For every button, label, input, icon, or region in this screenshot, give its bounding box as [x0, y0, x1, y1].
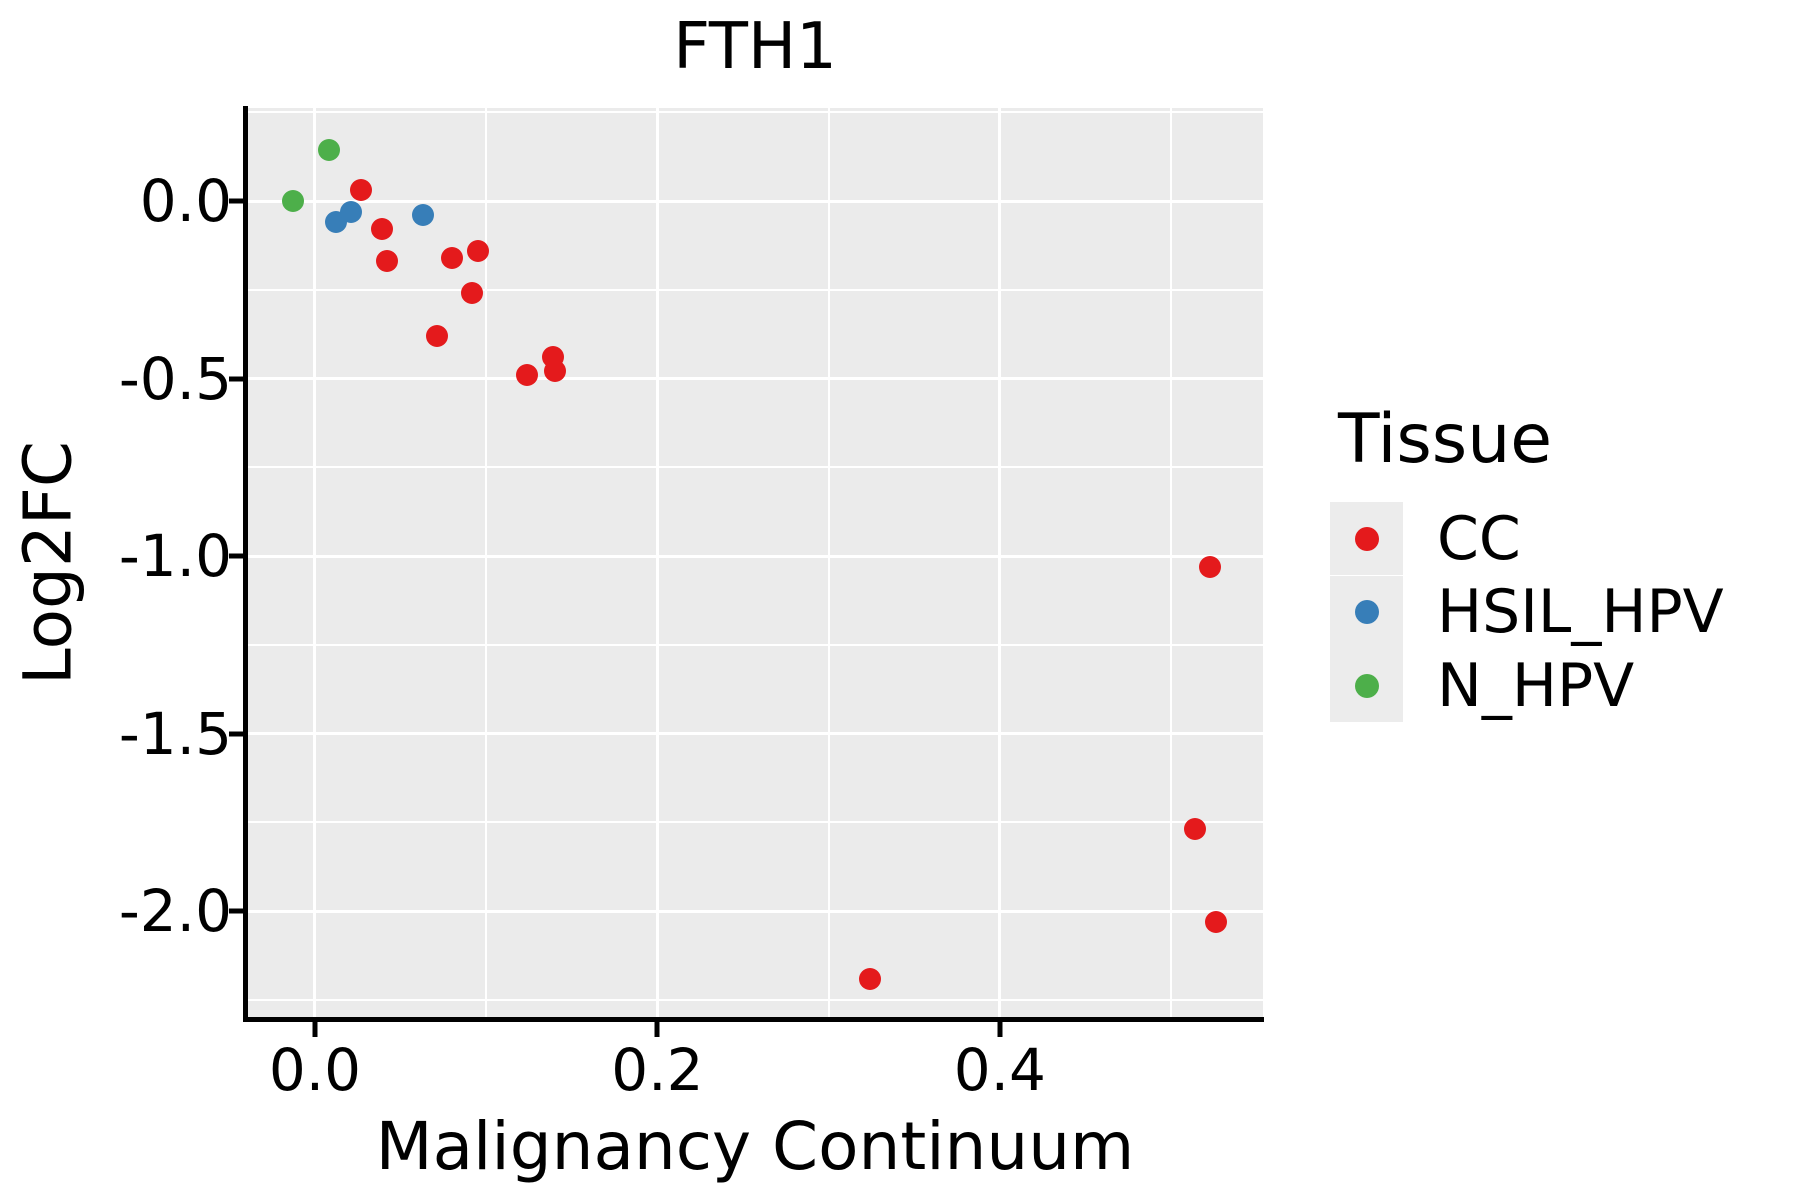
- legend-dot-CC: [1354, 526, 1379, 551]
- y-axis-title: Log2FC: [9, 441, 87, 685]
- minor-gridline-y: [247, 998, 1263, 1001]
- data-point-CC: [375, 250, 398, 273]
- y-tick-label: -1.5: [118, 699, 232, 768]
- major-gridline-x: [998, 108, 1002, 1019]
- data-point-CC: [370, 218, 393, 241]
- data-point-CC: [1184, 818, 1207, 841]
- data-point-HSIL_HPV: [411, 204, 434, 227]
- y-tick-mark: [229, 553, 244, 559]
- plot-title: FTH1: [673, 10, 837, 84]
- y-tick-mark: [229, 376, 244, 382]
- legend: Tissue CC HSIL_HPV N_HPV: [1330, 400, 1790, 740]
- minor-gridline-y: [247, 821, 1263, 824]
- data-point-CC: [1199, 555, 1222, 578]
- legend-key-HSIL_HPV: [1330, 575, 1403, 649]
- y-tick-label: 0.0: [139, 167, 232, 236]
- minor-gridline-y: [247, 643, 1263, 646]
- legend-dot-N_HPV: [1354, 673, 1379, 698]
- legend-title: Tissue: [1338, 400, 1553, 479]
- x-tick-label: 0.0: [268, 1036, 362, 1104]
- legend-label-CC: CC: [1437, 503, 1521, 574]
- data-point-CC: [425, 324, 448, 347]
- y-tick-mark: [229, 198, 244, 204]
- legend-key-N_HPV: [1330, 649, 1403, 722]
- major-gridline-y: [247, 909, 1263, 913]
- legend-label-N_HPV: N_HPV: [1437, 650, 1635, 721]
- data-point-CC: [440, 246, 463, 269]
- legend-dot-HSIL_HPV: [1354, 600, 1379, 624]
- y-tick-label: -0.5: [118, 344, 232, 413]
- data-point-CC: [466, 239, 489, 262]
- major-gridline-x: [313, 108, 317, 1019]
- data-point-CC: [516, 363, 539, 386]
- minor-gridline-x: [827, 108, 830, 1019]
- y-tick-label: -2.0: [118, 877, 232, 946]
- plot-panel: [247, 108, 1263, 1019]
- x-tick-label: 0.2: [611, 1036, 704, 1104]
- x-tick-mark: [312, 1022, 318, 1037]
- major-gridline-x: [655, 108, 659, 1019]
- x-axis-title: Malignancy Continuum: [375, 1108, 1135, 1185]
- major-gridline-y: [247, 732, 1263, 736]
- minor-gridline-y: [247, 288, 1263, 291]
- data-point-CC: [461, 282, 484, 305]
- y-tick-mark: [229, 908, 244, 914]
- data-point-N_HPV: [317, 138, 340, 161]
- data-point-HSIL_HPV: [339, 200, 362, 223]
- minor-gridline-x: [485, 108, 488, 1019]
- data-point-CC: [543, 360, 566, 383]
- y-axis-line: [243, 106, 248, 1022]
- major-gridline-y: [247, 199, 1263, 203]
- data-point-CC: [1204, 910, 1227, 933]
- data-point-CC: [858, 967, 881, 990]
- data-point-N_HPV: [281, 190, 304, 213]
- x-tick-mark: [654, 1022, 660, 1037]
- x-tick-label: 0.4: [953, 1036, 1046, 1104]
- major-gridline-y: [247, 554, 1263, 558]
- y-tick-label: -1.0: [118, 522, 232, 591]
- x-axis-line: [243, 1017, 1264, 1022]
- minor-gridline-y: [247, 111, 1263, 114]
- y-tick-mark: [229, 731, 244, 737]
- x-tick-mark: [997, 1022, 1003, 1037]
- minor-gridline-y: [247, 466, 1263, 469]
- major-gridline-y: [247, 377, 1263, 381]
- data-point-CC: [350, 179, 373, 202]
- legend-key-CC: [1330, 502, 1403, 575]
- legend-label-HSIL_HPV: HSIL_HPV: [1437, 577, 1724, 647]
- minor-gridline-x: [1170, 108, 1173, 1019]
